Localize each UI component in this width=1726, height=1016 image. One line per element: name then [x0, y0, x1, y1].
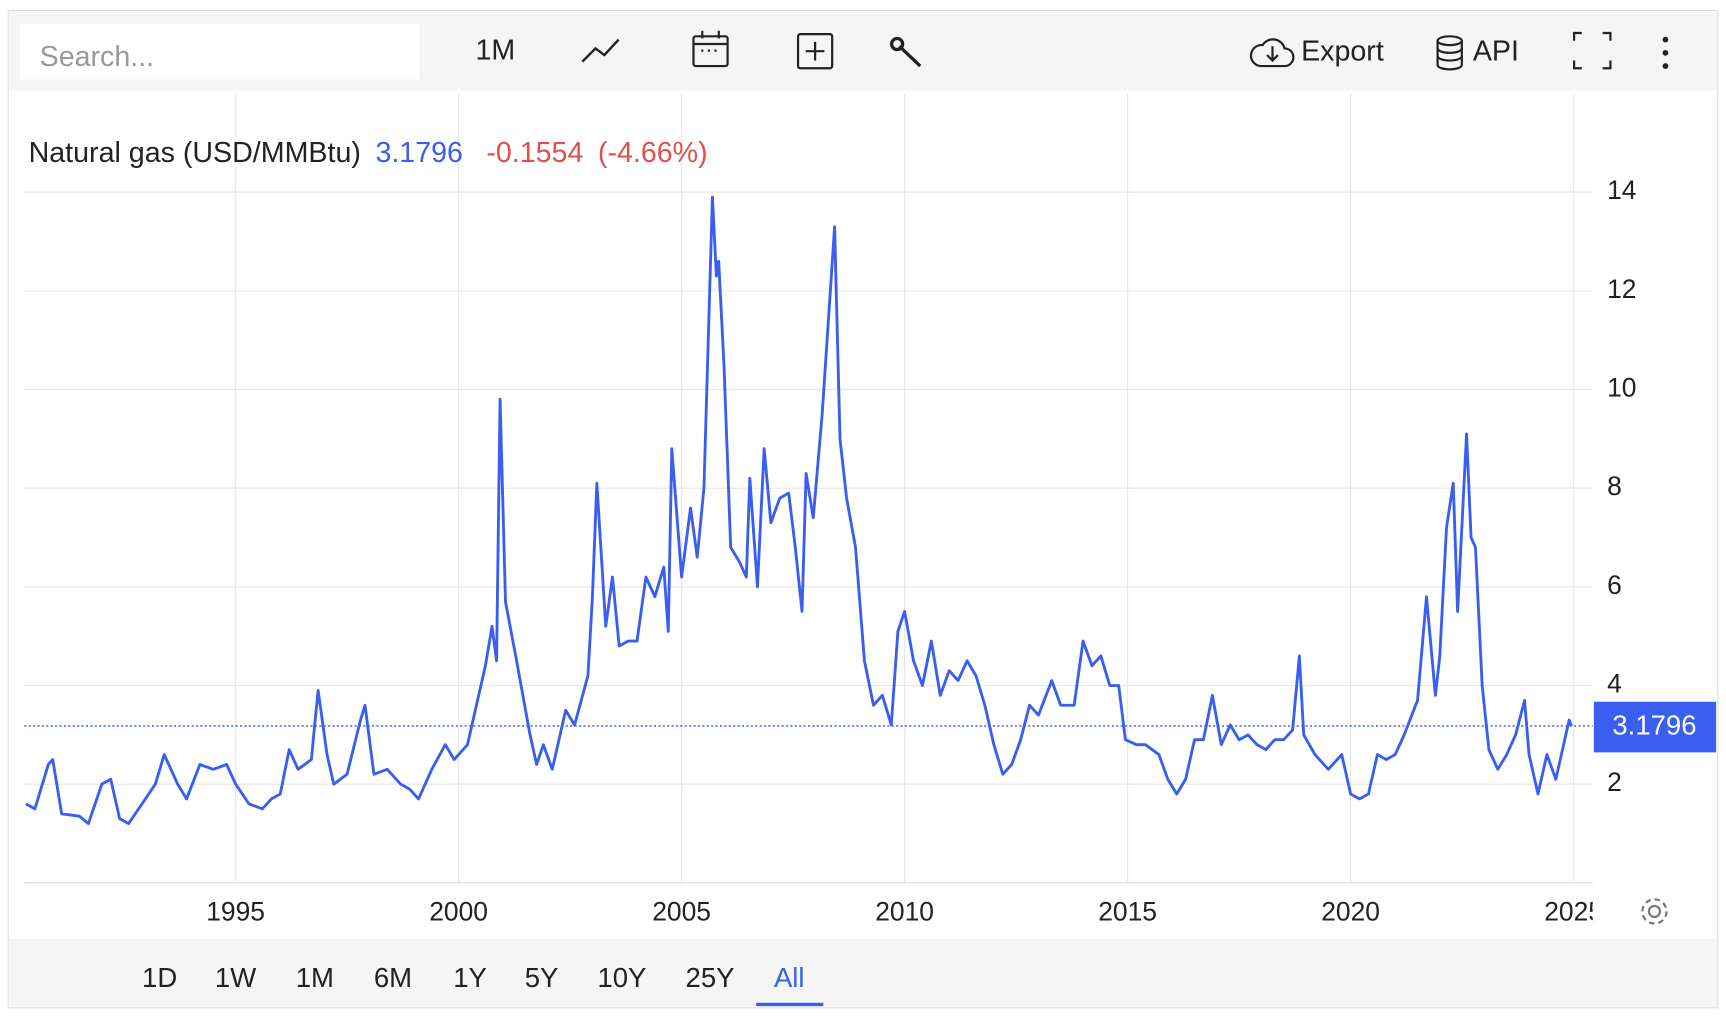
y-tick-label: 2: [1607, 767, 1622, 797]
range-buttons: 1D 1W 1M 6M 1Y 5Y 10Y 25Y All: [142, 962, 824, 1007]
x-axis-labels: 1995 2000 2005 2010 2015 2020 2025: [206, 897, 1603, 927]
y-tick-label: 10: [1607, 372, 1636, 402]
frame: [7, 9, 1719, 1009]
range-button[interactable]: 1Y: [453, 962, 487, 993]
range-button[interactable]: 6M: [374, 962, 412, 993]
x-tick-label: 1995: [206, 897, 265, 927]
price-line: [25, 195, 1573, 826]
title-text: Natural gas (USD/MMBtu): [29, 137, 361, 169]
x-tick-label: 2010: [875, 897, 934, 927]
x-tick-label: 2020: [1321, 897, 1380, 927]
y-tick-label: 12: [1607, 274, 1636, 304]
change-percent: (-4.66%): [598, 137, 708, 169]
gear-icon[interactable]: [1641, 898, 1668, 925]
export-icon[interactable]: [1249, 38, 1295, 68]
x-tick-label: 2005: [652, 897, 711, 927]
x-tick-label: 2015: [1098, 897, 1157, 927]
fullscreen-icon[interactable]: [1572, 31, 1612, 70]
x-tick-label: 2025: [1544, 897, 1603, 927]
api-button[interactable]: API: [1473, 35, 1519, 67]
range-button[interactable]: 10Y: [597, 962, 646, 993]
search-box[interactable]: [19, 24, 420, 80]
settings-wrench-icon[interactable]: [889, 36, 922, 68]
add-icon[interactable]: [796, 33, 834, 70]
export-button[interactable]: Export: [1301, 35, 1384, 67]
more-icon[interactable]: [1662, 36, 1669, 69]
last-value-label: 3.1796: [1612, 709, 1696, 740]
last-value-box: [1593, 701, 1717, 753]
range-button[interactable]: 1W: [215, 962, 256, 993]
range-button[interactable]: 25Y: [686, 962, 735, 993]
interval-button[interactable]: 1M: [475, 34, 515, 66]
range-button[interactable]: 1D: [142, 962, 177, 993]
y-tick-label: 8: [1607, 471, 1622, 501]
y-tick-label: 6: [1607, 570, 1622, 600]
last-value: 3.1796: [375, 137, 463, 169]
plot-area: 2 4 6 8 10 12 14 1995 2000 2005 2010 2015 2020 2025 3.…: [24, 93, 1717, 927]
calendar-icon[interactable]: [692, 30, 729, 68]
range-button[interactable]: 5Y: [525, 962, 559, 993]
y-tick-label: 4: [1607, 668, 1622, 698]
range-button[interactable]: 1M: [296, 962, 334, 993]
chart-type-icon[interactable]: [581, 38, 620, 63]
chart-title: Natural gas (USD/MMBtu) 3.1796 -0.1554 (…: [29, 137, 708, 169]
y-tick-label: 14: [1607, 175, 1636, 205]
range-button[interactable]: All: [774, 962, 805, 993]
range-selected-underline: [756, 1002, 824, 1007]
search-placeholder: Search...: [40, 41, 155, 73]
x-tick-label: 2000: [429, 897, 488, 927]
change: -0.1554: [486, 137, 583, 169]
range-bar: [8, 938, 1718, 1008]
api-icon[interactable]: [1436, 35, 1463, 71]
